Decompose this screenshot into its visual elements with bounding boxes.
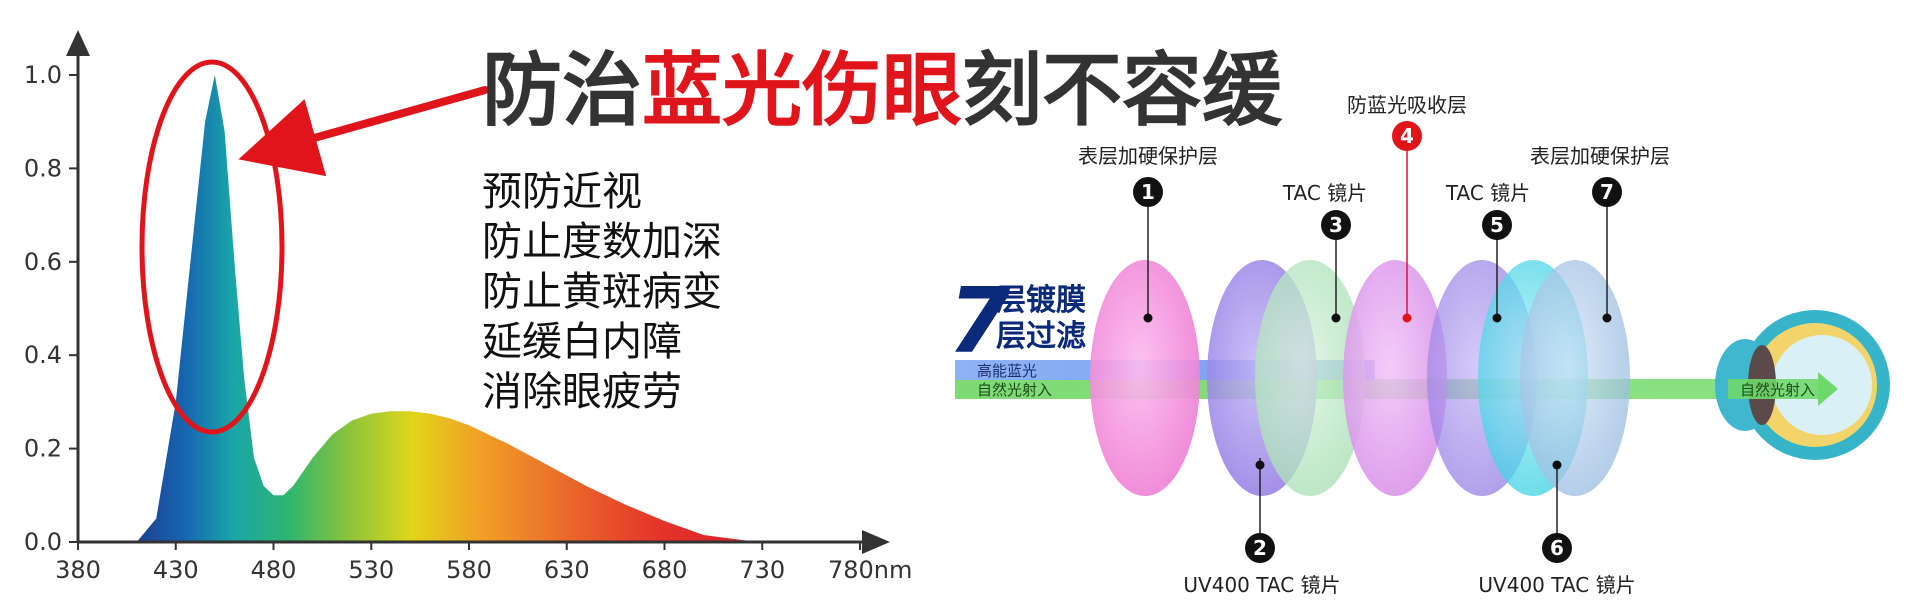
x-tick-label: 380 (55, 556, 101, 584)
layer-count-number: 7 (948, 269, 1011, 374)
leader-dot (1492, 313, 1502, 323)
benefit-item: 消除眼疲劳 (482, 369, 682, 415)
x-tick-label: 680 (642, 556, 688, 584)
lens-layer-4 (1343, 260, 1447, 496)
benefits-list: 预防近视 防止度数加深 防止黄斑病变 延缓白内障 消除眼疲劳 (482, 169, 722, 415)
layer-label-7: 表层加硬保护层 (1530, 144, 1670, 168)
x-tick-label: 430 (153, 556, 199, 584)
y-tick-label: 0.2 (24, 435, 62, 463)
blue-light-peak-highlight-ellipse (139, 59, 285, 435)
blue-light-beam-label: 高能蓝光 (977, 362, 1037, 380)
leader-dots (1143, 313, 1612, 470)
x-tick-label: 530 (348, 556, 394, 584)
x-tick-label: 780nm (828, 556, 912, 584)
layer-label-5: TAC 镜片 (1445, 181, 1530, 205)
lens-layer-1 (1090, 260, 1200, 496)
eye-illustration: 自然光射入 (1715, 310, 1890, 460)
layer-marker-3: 3 (1321, 210, 1351, 240)
headline: 防治蓝光伤眼刻不容缓 (482, 44, 1283, 137)
benefit-item: 防止度数加深 (482, 219, 722, 265)
x-tick-label: 580 (446, 556, 492, 584)
benefit-item: 延缓白内障 (482, 319, 682, 365)
layer-label-2: UV400 TAC 镜片 (1183, 573, 1340, 597)
layers-title-line-2: 层过滤 (996, 319, 1086, 354)
benefit-item: 防止黄斑病变 (482, 269, 722, 315)
y-tick-label: 1.0 (24, 61, 62, 89)
layer-marker-7: 7 (1592, 177, 1622, 207)
layer-marker-number: 3 (1329, 213, 1343, 237)
spectrum-area (78, 75, 763, 542)
leader-dot (1402, 313, 1412, 323)
headline-part-1: 防治 (482, 44, 642, 137)
layer-marker-6: 6 (1542, 533, 1572, 563)
lens-layers-diagram: 7 层镀膜 层过滤 高能蓝光 自然光射入 自然光射入 (948, 93, 1890, 597)
y-tick-label: 0.8 (24, 154, 62, 182)
lens-layer-7 (1520, 260, 1630, 496)
x-axis-arrow-icon (862, 530, 890, 554)
y-axis-arrow-icon (66, 30, 90, 56)
layer-marker-number: 5 (1490, 213, 1504, 237)
benefit-item: 预防近视 (482, 169, 642, 215)
eye-light-arrow-icon (1818, 372, 1838, 406)
layer-marker-number: 1 (1141, 180, 1155, 204)
natural-light-beam-label: 自然光射入 (977, 381, 1052, 399)
layer-marker-4: 4 (1392, 121, 1422, 151)
y-axis-ticks: 0.0 0.2 0.4 0.6 0.8 1.0 (24, 61, 78, 556)
layer-label-6: UV400 TAC 镜片 (1478, 573, 1635, 597)
x-axis-ticks: 380 430 480 530 580 630 680 730 780nm (55, 542, 912, 584)
leader-dot (1331, 313, 1341, 323)
x-tick-label: 630 (544, 556, 590, 584)
eye-light-beam (1728, 379, 1820, 399)
layer-label-1: 表层加硬保护层 (1078, 144, 1218, 168)
leader-dot (1143, 313, 1153, 323)
leader-dot (1602, 313, 1612, 323)
layer-marker-number: 6 (1550, 536, 1564, 560)
headline-part-2-highlight: 蓝光伤眼 (642, 44, 962, 137)
spectrum-chart: 0.0 0.2 0.4 0.6 0.8 1.0 380 430 480 530 580 630 680… (24, 30, 912, 584)
headline-part-3: 刻不容缓 (962, 44, 1283, 137)
layer-label-3: TAC 镜片 (1282, 181, 1367, 205)
x-tick-label: 730 (739, 556, 785, 584)
y-tick-label: 0.6 (24, 248, 62, 276)
layer-marker-number: 4 (1400, 124, 1414, 148)
red-pointer-arrow-icon (238, 86, 489, 177)
leader-dot (1255, 460, 1265, 470)
layers-title-line-1: 层镀膜 (996, 283, 1086, 318)
layer-marker-5: 5 (1482, 210, 1512, 240)
layer-marker-number: 7 (1600, 180, 1614, 204)
y-tick-label: 0.0 (24, 528, 62, 556)
layer-marker-number: 2 (1253, 536, 1267, 560)
layer-marker-2: 2 (1245, 533, 1275, 563)
layer-label-4: 防蓝光吸收层 (1347, 93, 1467, 117)
x-tick-label: 480 (251, 556, 297, 584)
leader-dot (1552, 460, 1562, 470)
y-tick-label: 0.4 (24, 341, 62, 369)
leader-lines (1147, 148, 1608, 535)
layer-marker-1: 1 (1133, 177, 1163, 207)
eye-light-label: 自然光射入 (1740, 381, 1815, 399)
